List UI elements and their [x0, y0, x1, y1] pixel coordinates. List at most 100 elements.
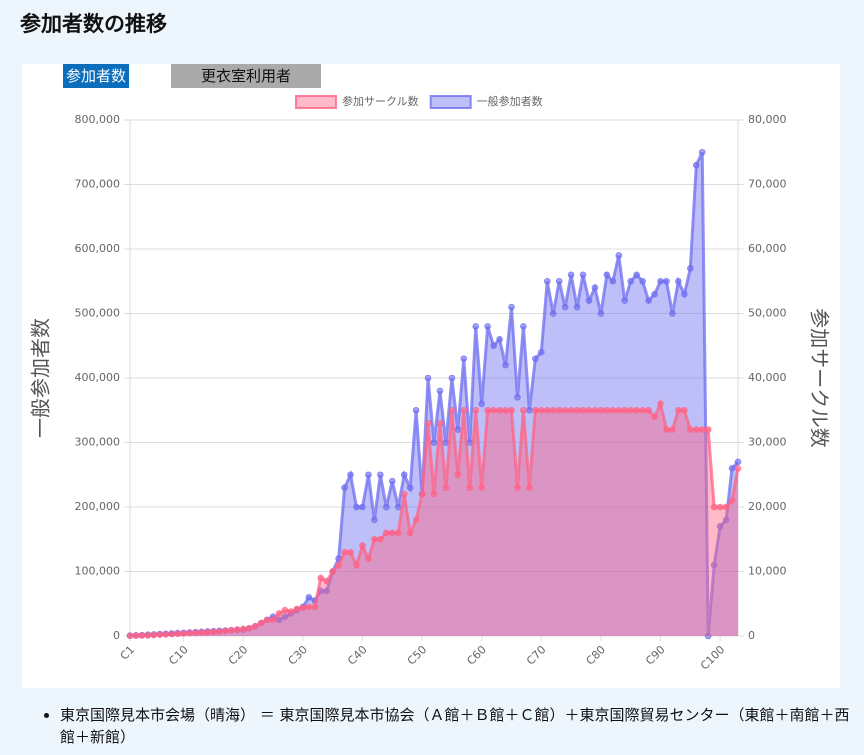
x-tick-label: C30 — [286, 643, 311, 668]
data-point — [394, 529, 402, 537]
data-point — [543, 277, 551, 285]
data-point — [716, 523, 724, 530]
y-tick-label: 600,000 — [75, 242, 121, 255]
data-point — [591, 406, 599, 414]
x-tick-label: C80 — [584, 643, 609, 668]
data-point — [430, 490, 438, 498]
x-tick-label: C40 — [345, 643, 370, 668]
series-area — [130, 152, 738, 636]
data-point — [424, 374, 432, 382]
data-point — [317, 574, 325, 582]
data-point — [669, 310, 676, 317]
data-point — [585, 406, 593, 414]
data-point — [281, 613, 289, 620]
data-point — [502, 361, 509, 369]
data-point — [597, 406, 605, 414]
legend-label: 一般参加者数 — [477, 94, 543, 108]
page-title: 参加者数の推移 — [20, 12, 167, 36]
data-point — [126, 632, 134, 640]
x-tick-label: C50 — [405, 643, 430, 668]
data-point — [663, 426, 670, 433]
data-point — [311, 603, 319, 611]
data-point — [526, 484, 533, 491]
x-tick-label: C90 — [643, 643, 668, 668]
data-point — [567, 271, 575, 279]
x-tick-label: C70 — [524, 643, 549, 668]
tab[interactable]: 更衣室利用者 — [171, 64, 321, 88]
data-point — [585, 297, 593, 304]
x-tick-label: C10 — [166, 643, 191, 668]
y-tick-label: 400,000 — [75, 371, 121, 384]
x-tick-label: C100 — [698, 643, 727, 672]
x-tick-label: C60 — [464, 643, 489, 668]
data-point — [639, 406, 646, 414]
legend-swatch — [295, 95, 337, 109]
y2-tick-label: 60,000 — [748, 242, 787, 255]
data-point — [287, 608, 295, 615]
data-point — [174, 630, 181, 638]
data-point — [490, 342, 497, 350]
data-point — [716, 503, 724, 511]
data-point — [406, 484, 414, 491]
data-point — [627, 406, 635, 414]
data-point — [353, 503, 360, 511]
data-point — [651, 413, 658, 421]
data-point — [734, 458, 742, 466]
data-point — [657, 277, 664, 285]
data-point — [692, 161, 700, 169]
y2-tick-label: 80,000 — [748, 113, 787, 126]
data-point — [704, 632, 712, 640]
tab[interactable]: 参加者数 — [63, 64, 129, 88]
data-point — [514, 394, 521, 401]
data-point — [329, 568, 336, 575]
data-point — [323, 587, 331, 595]
data-point — [663, 277, 670, 285]
data-point — [496, 336, 503, 343]
data-point — [436, 419, 444, 427]
data-point — [722, 516, 730, 524]
data-point — [484, 406, 491, 414]
data-point — [508, 303, 515, 311]
data-point — [698, 426, 706, 433]
data-point — [704, 426, 712, 433]
data-point — [681, 406, 688, 414]
data-point — [371, 516, 378, 524]
data-point — [537, 348, 545, 356]
data-point — [150, 631, 158, 639]
data-point — [692, 426, 700, 433]
data-point — [335, 561, 342, 569]
data-point — [418, 490, 426, 498]
data-point — [430, 439, 438, 446]
data-point — [543, 406, 551, 414]
data-point — [478, 484, 485, 491]
data-point — [567, 406, 575, 414]
data-point — [222, 627, 229, 635]
data-point — [621, 406, 629, 414]
data-point — [162, 631, 170, 638]
data-point — [496, 406, 503, 414]
series-area — [130, 403, 738, 636]
data-point — [448, 406, 456, 414]
data-point — [675, 406, 682, 414]
data-point — [472, 406, 480, 414]
data-point — [615, 252, 623, 259]
data-point — [537, 406, 545, 414]
y2-tick-label: 20,000 — [748, 500, 787, 513]
data-point — [555, 277, 563, 285]
data-point — [144, 632, 152, 639]
data-point — [442, 484, 450, 491]
data-point — [168, 630, 176, 638]
y2-tick-label: 40,000 — [748, 371, 787, 384]
x-tick-label: C20 — [226, 643, 251, 668]
data-point — [460, 406, 468, 414]
legend-swatch — [429, 95, 472, 109]
data-point — [412, 406, 420, 414]
data-point — [645, 297, 652, 304]
data-point — [406, 529, 414, 537]
y-tick-label: 100,000 — [75, 565, 121, 578]
data-point — [388, 477, 396, 485]
data-point — [484, 323, 491, 330]
data-point — [293, 605, 301, 613]
data-point — [156, 631, 164, 639]
data-point — [192, 629, 199, 637]
